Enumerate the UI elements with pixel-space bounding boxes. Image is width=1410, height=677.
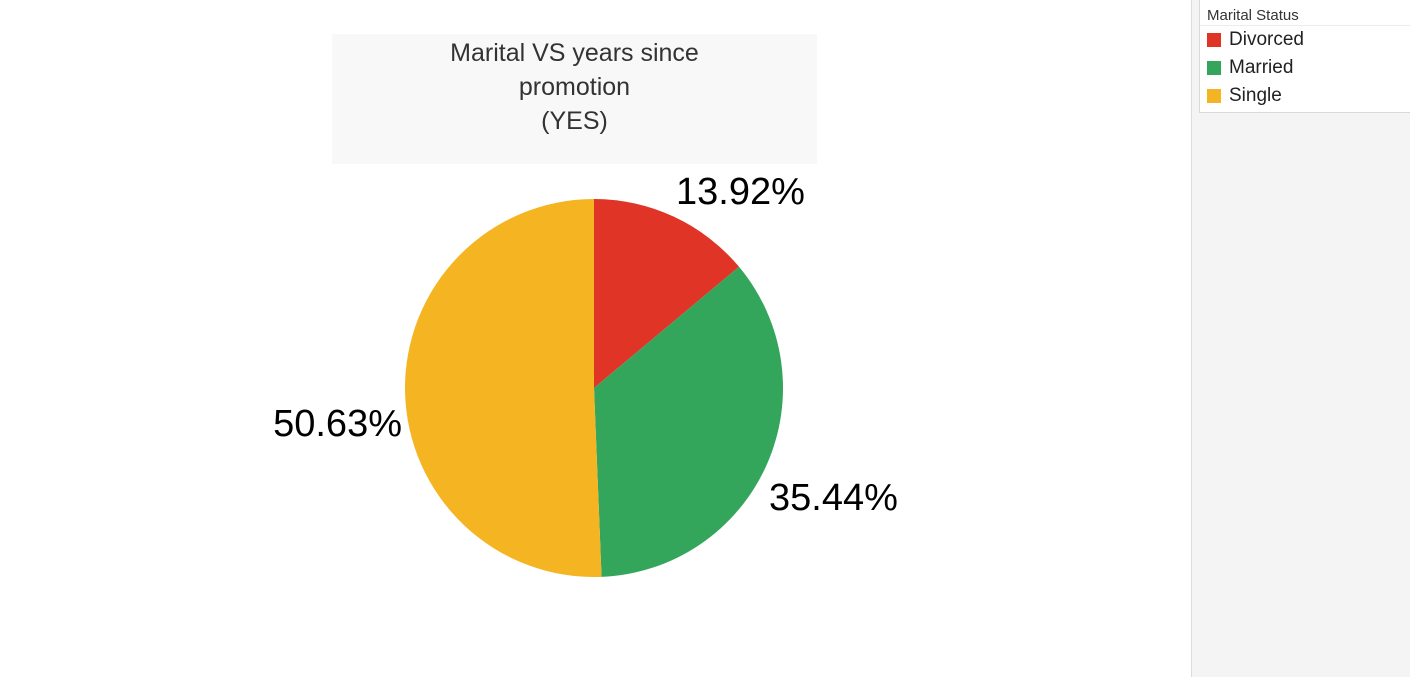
data-label-married: 35.44%: [769, 477, 898, 519]
title-line-1: Marital VS years since: [450, 39, 699, 67]
legend-swatch-divorced: [1207, 33, 1221, 47]
title-line-3: (YES): [541, 107, 608, 135]
legend-swatch-single: [1207, 89, 1221, 103]
side-panel: Marital Status Divorced Married Single: [1191, 0, 1410, 677]
legend[interactable]: Marital Status Divorced Married Single: [1199, 0, 1410, 113]
legend-label-married: Married: [1229, 57, 1294, 78]
title-line-2: promotion: [518, 73, 631, 101]
data-label-divorced: 13.92%: [676, 171, 805, 213]
pie-chart: 13.92% 35.44% 50.63%: [273, 171, 898, 577]
legend-label-single: Single: [1229, 85, 1282, 106]
legend-item-divorced[interactable]: Divorced: [1200, 26, 1410, 54]
pie-slice-single[interactable]: [405, 199, 602, 577]
legend-title: Marital Status: [1200, 0, 1410, 26]
data-label-single: 50.63%: [273, 403, 402, 445]
legend-swatch-married: [1207, 61, 1221, 75]
legend-label-divorced: Divorced: [1229, 29, 1304, 50]
pie-slice-divorced[interactable]: [594, 199, 740, 388]
legend-item-single[interactable]: Single: [1200, 82, 1410, 110]
legend-item-married[interactable]: Married: [1200, 54, 1410, 82]
pie-slice-married[interactable]: [594, 266, 783, 577]
chart-title: Marital VS years since promotion (YES): [332, 34, 817, 164]
